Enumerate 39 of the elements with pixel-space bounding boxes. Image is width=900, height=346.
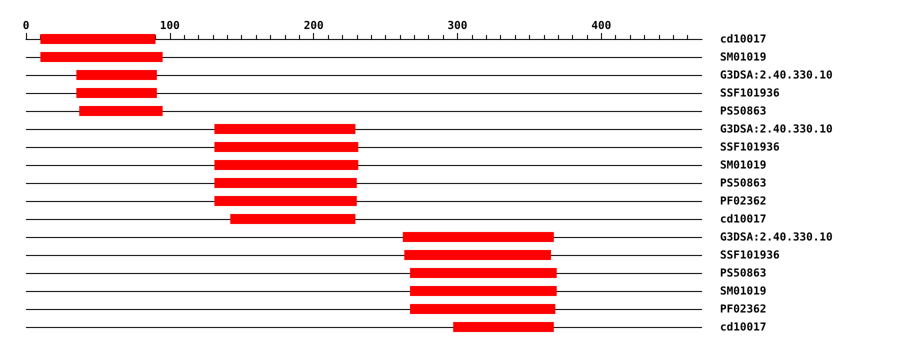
bar — [79, 106, 163, 116]
y-tick-label: SM01019 — [720, 284, 766, 298]
y-tick-label: cd10017 — [720, 320, 766, 334]
bar — [76, 88, 157, 98]
bar — [453, 322, 554, 332]
y-tick-label: PS50863 — [720, 176, 766, 190]
bar — [214, 160, 358, 170]
x-tick-label: 100 — [160, 19, 180, 32]
x-tick-label: 400 — [591, 19, 612, 32]
y-tick-label: cd10017 — [720, 32, 766, 46]
bar — [76, 70, 157, 80]
x-tick-label: 0 — [22, 19, 30, 32]
bar — [214, 124, 356, 134]
y-tick-label: SSF101936 — [720, 248, 780, 262]
x-tick-label: 200 — [304, 19, 324, 32]
y-tick-label: G3DSA:2.40.330.10 — [720, 122, 833, 136]
bar — [410, 268, 557, 278]
bar — [230, 214, 356, 224]
y-tick-label: PF02362 — [720, 194, 766, 208]
y-tick-label: SM01019 — [720, 50, 766, 64]
y-tick-label: SM01019 — [720, 158, 766, 172]
y-tick-label: G3DSA:2.40.330.10 — [720, 68, 833, 82]
y-tick-label: PS50863 — [720, 266, 766, 280]
bar — [214, 178, 357, 188]
bar — [214, 196, 357, 206]
bar — [402, 232, 554, 242]
bar — [410, 304, 556, 314]
y-tick-label: G3DSA:2.40.330.10 — [720, 230, 833, 244]
bar — [40, 34, 156, 44]
y-tick-label: PF02362 — [720, 302, 766, 316]
bar — [404, 250, 551, 260]
y-tick-label: SSF101936 — [720, 140, 780, 154]
x-tick-label: 300 — [448, 19, 468, 32]
bar — [40, 52, 163, 62]
y-tick-label: PS50863 — [720, 104, 766, 118]
bar — [410, 286, 557, 296]
y-tick-label: SSF101936 — [720, 86, 780, 100]
y-tick-label: cd10017 — [720, 212, 766, 226]
bar — [214, 142, 358, 152]
